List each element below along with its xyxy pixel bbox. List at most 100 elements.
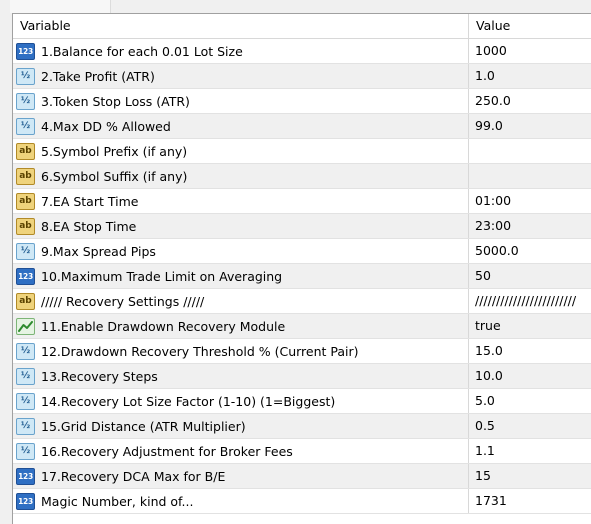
variable-name: 13.Recovery Steps (41, 368, 158, 384)
variable-name: 10.Maximum Trade Limit on Averaging (41, 268, 283, 284)
table-row[interactable]: ½ 2.Take Profit (ATR) 1.0 (13, 64, 591, 89)
string-icon: ab (16, 192, 35, 210)
variable-cell[interactable]: ab 6.Symbol Suffix (if any) (13, 164, 469, 188)
value-cell[interactable]: true (475, 318, 501, 333)
double-icon: ½ (16, 417, 35, 435)
double-icon: ½ (16, 442, 35, 460)
variable-name: 14.Recovery Lot Size Factor (1-10) (1=Bi… (41, 393, 336, 409)
value-cell[interactable]: 15.0 (475, 343, 503, 358)
double-icon: ½ (16, 392, 35, 410)
table-row[interactable]: ab 6.Symbol Suffix (if any) (13, 164, 591, 189)
integer-icon: 123 (16, 42, 35, 60)
grid-header: Variable Value (13, 14, 591, 39)
variable-name: 8.EA Stop Time (41, 218, 137, 234)
table-row[interactable]: ab ///// Recovery Settings ///// /////////… (13, 289, 591, 314)
variable-cell[interactable]: 123 10.Maximum Trade Limit on Averaging (13, 264, 469, 288)
variable-cell[interactable]: ab 5.Symbol Prefix (if any) (13, 139, 469, 163)
table-row[interactable]: 11.Enable Drawdown Recovery Module true (13, 314, 591, 339)
variable-name: 15.Grid Distance (ATR Multiplier) (41, 418, 246, 434)
table-row[interactable]: ½ 9.Max Spread Pips 5000.0 (13, 239, 591, 264)
string-icon: ab (16, 217, 35, 235)
value-cell[interactable]: //////////////////////// (475, 293, 577, 308)
value-cell[interactable]: 23:00 (475, 218, 512, 233)
value-cell[interactable]: 0.5 (475, 418, 495, 433)
inputs-grid: Variable Value 123 1.Balance for each 0.0… (12, 13, 591, 524)
variable-name: Magic Number, kind of... (41, 493, 194, 509)
table-row[interactable]: ½ 4.Max DD % Allowed 99.0 (13, 114, 591, 139)
variable-cell[interactable]: ½ 12.Drawdown Recovery Threshold % (Curre… (13, 339, 469, 363)
table-row[interactable]: ½ 3.Token Stop Loss (ATR) 250.0 (13, 89, 591, 114)
table-row[interactable]: 123 1.Balance for each 0.01 Lot Size 1000 (13, 39, 591, 64)
double-icon: ½ (16, 117, 35, 135)
integer-icon: 123 (16, 492, 35, 510)
column-header-value[interactable]: Value (476, 18, 511, 33)
table-row[interactable]: 123 Magic Number, kind of... 1731 (13, 489, 591, 514)
value-cell[interactable]: 1.1 (475, 443, 495, 458)
variable-name: 7.EA Start Time (41, 193, 139, 209)
value-cell[interactable]: 250.0 (475, 93, 511, 108)
value-cell[interactable]: 1731 (475, 493, 507, 508)
variable-name: 17.Recovery DCA Max for B/E (41, 468, 226, 484)
double-icon: ½ (16, 92, 35, 110)
variable-cell[interactable]: ½ 3.Token Stop Loss (ATR) (13, 89, 469, 113)
variable-cell[interactable]: ½ 4.Max DD % Allowed (13, 114, 469, 138)
value-cell[interactable] (469, 164, 591, 188)
value-cell[interactable]: 50 (475, 268, 491, 283)
variable-cell[interactable]: ½ 15.Grid Distance (ATR Multiplier) (13, 414, 469, 438)
variable-name: 4.Max DD % Allowed (41, 118, 171, 134)
value-cell[interactable]: 10.0 (475, 368, 503, 383)
variable-cell[interactable]: 123 Magic Number, kind of... (13, 489, 469, 513)
variable-cell[interactable]: 123 17.Recovery DCA Max for B/E (13, 464, 469, 488)
variable-name: ///// Recovery Settings ///// (41, 293, 205, 309)
variable-name: 3.Token Stop Loss (ATR) (41, 93, 190, 109)
table-row[interactable]: ½ 16.Recovery Adjustment for Broker Fees 1… (13, 439, 591, 464)
value-cell[interactable]: 5.0 (475, 393, 495, 408)
value-cell[interactable]: 99.0 (475, 118, 503, 133)
double-icon: ½ (16, 367, 35, 385)
column-header-variable[interactable]: Variable (13, 14, 469, 38)
double-icon: ½ (16, 342, 35, 360)
variable-cell[interactable]: ab 8.EA Stop Time (13, 214, 469, 238)
variable-name: 16.Recovery Adjustment for Broker Fees (41, 443, 293, 459)
table-row[interactable]: ½ 12.Drawdown Recovery Threshold % (Curre… (13, 339, 591, 364)
variable-cell[interactable]: ½ 16.Recovery Adjustment for Broker Fees (13, 439, 469, 463)
table-row[interactable]: ab 5.Symbol Prefix (if any) (13, 139, 591, 164)
variable-cell[interactable]: ½ 14.Recovery Lot Size Factor (1-10) (1=B… (13, 389, 469, 413)
variable-cell[interactable]: 123 1.Balance for each 0.01 Lot Size (13, 39, 469, 63)
double-icon: ½ (16, 67, 35, 85)
value-cell[interactable]: 1000 (475, 43, 507, 58)
integer-icon: 123 (16, 467, 35, 485)
table-row[interactable]: ½ 15.Grid Distance (ATR Multiplier) 0.5 (13, 414, 591, 439)
boolean-icon (16, 317, 35, 335)
table-row[interactable]: 123 17.Recovery DCA Max for B/E 15 (13, 464, 591, 489)
variable-name: 6.Symbol Suffix (if any) (41, 168, 188, 184)
variable-name: 9.Max Spread Pips (41, 243, 156, 259)
table-row[interactable]: 123 10.Maximum Trade Limit on Averaging 50 (13, 264, 591, 289)
table-row[interactable]: ½ 14.Recovery Lot Size Factor (1-10) (1=B… (13, 389, 591, 414)
variable-cell[interactable]: 11.Enable Drawdown Recovery Module (13, 314, 469, 338)
value-cell[interactable]: 5000.0 (475, 243, 519, 258)
double-icon: ½ (16, 242, 35, 260)
value-cell[interactable]: 01:00 (475, 193, 512, 208)
tab-edge (10, 0, 111, 13)
string-icon: ab (16, 167, 35, 185)
variable-name: 12.Drawdown Recovery Threshold % (Curren… (41, 343, 359, 359)
variable-name: 11.Enable Drawdown Recovery Module (41, 318, 286, 334)
variable-cell[interactable]: ½ 13.Recovery Steps (13, 364, 469, 388)
string-icon: ab (16, 142, 35, 160)
table-row[interactable]: ½ 13.Recovery Steps 10.0 (13, 364, 591, 389)
value-cell[interactable] (469, 139, 591, 163)
variable-name: 5.Symbol Prefix (if any) (41, 143, 188, 159)
top-strip (0, 0, 591, 13)
string-icon: ab (16, 292, 35, 310)
variable-cell[interactable]: ab ///// Recovery Settings ///// (13, 289, 469, 313)
table-row[interactable]: ab 8.EA Stop Time 23:00 (13, 214, 591, 239)
table-row[interactable]: ab 7.EA Start Time 01:00 (13, 189, 591, 214)
variable-cell[interactable]: ½ 2.Take Profit (ATR) (13, 64, 469, 88)
value-cell[interactable]: 1.0 (475, 68, 495, 83)
variable-cell[interactable]: ½ 9.Max Spread Pips (13, 239, 469, 263)
variable-cell[interactable]: ab 7.EA Start Time (13, 189, 469, 213)
variable-name: 2.Take Profit (ATR) (41, 68, 155, 84)
value-cell[interactable]: 15 (475, 468, 491, 483)
grid-body: 123 1.Balance for each 0.01 Lot Size 1000 ½… (13, 39, 591, 514)
